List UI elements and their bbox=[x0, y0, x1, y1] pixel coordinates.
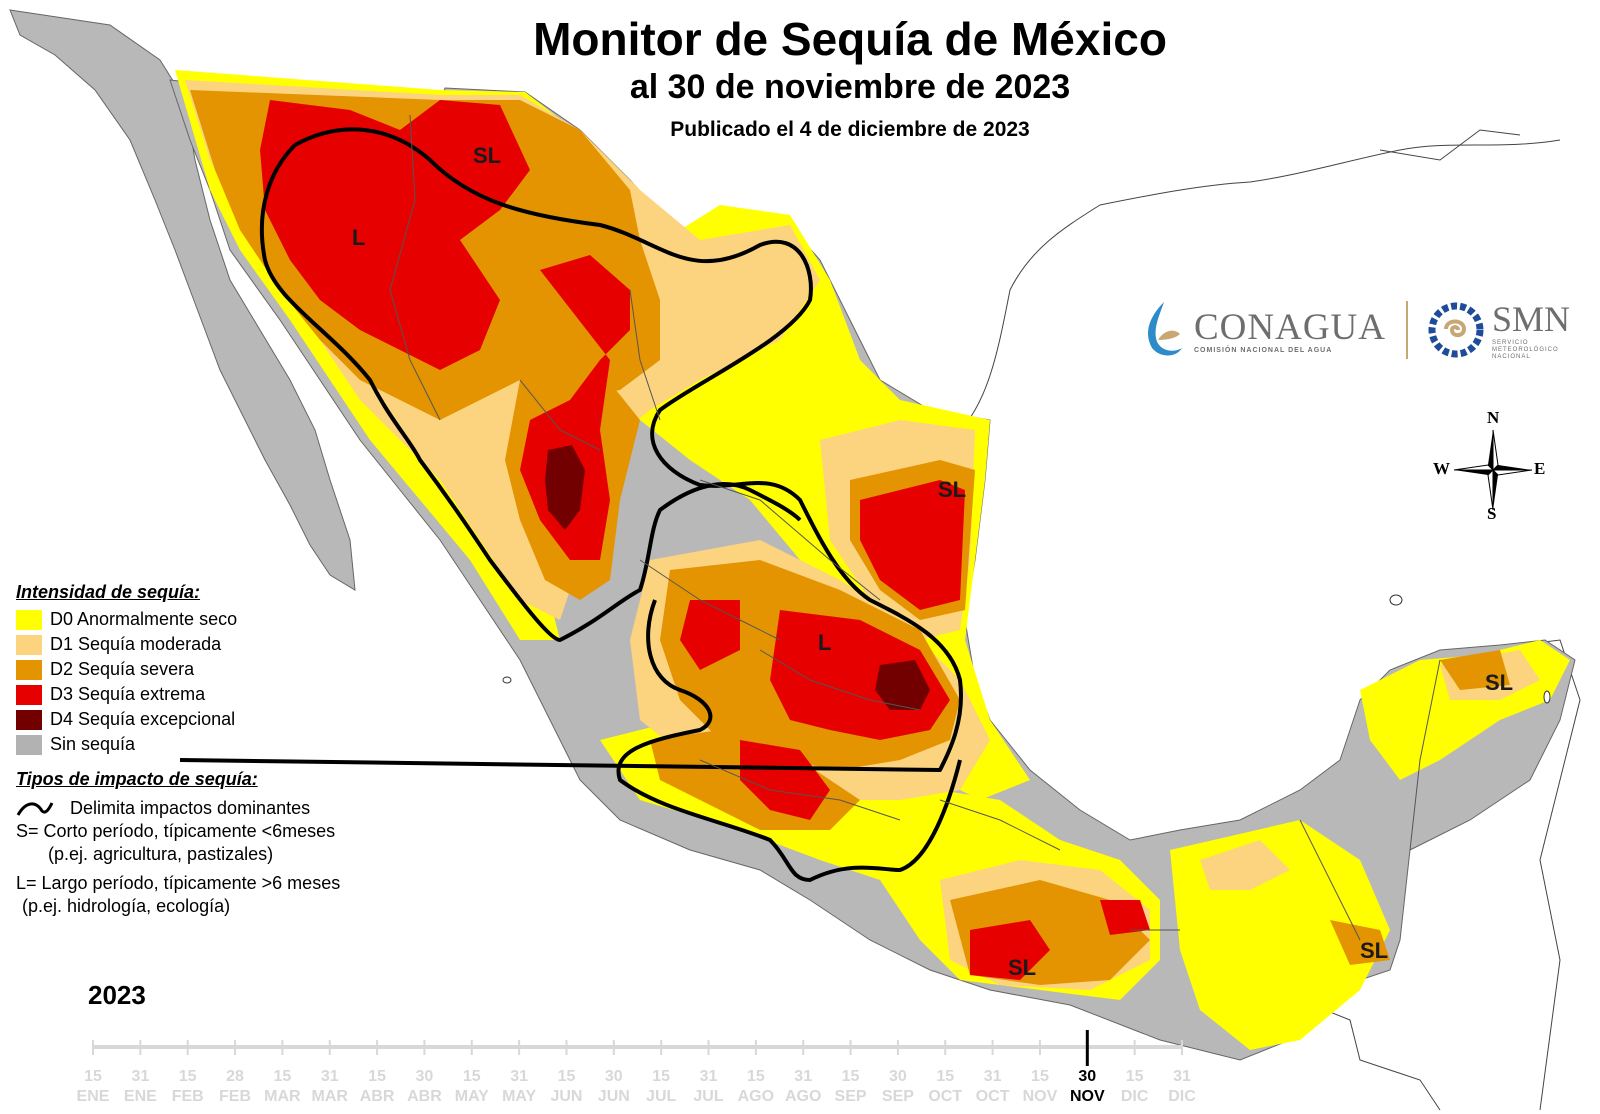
impact-short-example: (p.ej. agricultura, pastizales) bbox=[48, 844, 274, 864]
timeline-tick-label: 15 ABR bbox=[359, 1068, 395, 1105]
timeline-tick-label: 30 NOV bbox=[1069, 1068, 1105, 1105]
map-title: Monitor de Sequía de México bbox=[533, 13, 1167, 65]
drought-legend: Intensidad de sequía: D0 Anormalmente se… bbox=[16, 582, 237, 757]
impact-long-example: (p.ej. hidrología, ecología) bbox=[22, 896, 231, 916]
label-north-l: L bbox=[352, 225, 365, 250]
boundary-central bbox=[616, 599, 962, 882]
timeline-tick-label: 30 ABR bbox=[407, 1068, 442, 1105]
conagua-logo-icon bbox=[1148, 301, 1182, 355]
label-yucatan-sl: SL bbox=[1485, 670, 1513, 695]
timeline-year: 2023 bbox=[88, 980, 146, 1010]
legend-item-d4: D4 Sequía excepcional bbox=[16, 707, 237, 732]
legend-title: Intensidad de sequía: bbox=[16, 582, 201, 602]
timeline-tick-label: 15 OCT bbox=[928, 1068, 963, 1105]
state-borders bbox=[389, 114, 1441, 941]
impact-boundary-row: Delimita impactos dominantes bbox=[16, 797, 340, 820]
islands bbox=[502, 594, 1551, 704]
label-north-sl: SL bbox=[473, 143, 501, 168]
impact-long: L= Largo período, típicamente >6 meses bbox=[16, 873, 341, 893]
boundary-north-sl bbox=[179, 127, 963, 772]
impact-legend: Tipos de impacto de sequía: Delimita imp… bbox=[16, 768, 340, 918]
timeline-tick-label: 15 MAR bbox=[264, 1068, 301, 1105]
conagua-wordmark: CONAGUA bbox=[1194, 306, 1386, 348]
timeline-tick-label: 31 JUL bbox=[693, 1068, 724, 1105]
timeline-tick-label: 30 SEP bbox=[881, 1068, 914, 1105]
label-chiapas-sl: SL bbox=[1360, 938, 1388, 963]
timeline-tick-label: 31 MAY bbox=[502, 1068, 537, 1105]
timeline-tick-label: 31 MAR bbox=[311, 1068, 348, 1105]
baja-california bbox=[9, 9, 356, 591]
compass-star-icon bbox=[1453, 429, 1533, 511]
timeline-tick-label: 15 AGO bbox=[737, 1068, 775, 1105]
compass-s: S bbox=[1487, 504, 1497, 523]
label-northeast-sl: SL bbox=[938, 477, 966, 502]
impact-boundaries bbox=[179, 127, 963, 882]
legend-swatch bbox=[16, 659, 42, 680]
d4-exceptional-drought bbox=[545, 445, 930, 710]
timeline-tick-label: 15 JUL bbox=[646, 1068, 677, 1105]
timeline-tick-label: 30 JUN bbox=[597, 1068, 630, 1105]
timeline-tick-label: 31 DIC bbox=[1168, 1068, 1196, 1105]
impact-short: S= Corto período, típicamente <6meses bbox=[16, 821, 336, 841]
timeline-tick-label: 15 SEP bbox=[834, 1068, 867, 1105]
legend-swatch bbox=[16, 709, 42, 730]
timeline-tick-label: 15 MAY bbox=[454, 1068, 489, 1105]
agency-logos: CONAGUA COMISIÓN NACIONAL DEL AGUA SMN S… bbox=[1142, 298, 1570, 361]
compass-e: E bbox=[1534, 459, 1546, 478]
conagua-subtitle: COMISIÓN NACIONAL DEL AGUA bbox=[1194, 346, 1333, 354]
timeline-tick-label: 31 ENE bbox=[123, 1068, 157, 1105]
timeline-tick-label: 15 JUN bbox=[550, 1068, 583, 1105]
timeline-tick-label: 15 ENE bbox=[76, 1068, 110, 1105]
legend-swatch bbox=[16, 684, 42, 705]
timeline-tick-label: 31 OCT bbox=[975, 1068, 1010, 1105]
timeline-tick-label: 15 DIC bbox=[1120, 1068, 1149, 1105]
label-central-l: L bbox=[818, 630, 831, 655]
compass-w: W bbox=[1433, 459, 1450, 478]
timeline-tick-label: 15 FEB bbox=[171, 1068, 204, 1105]
timeline-tick-label: 31 AGO bbox=[784, 1068, 822, 1105]
logo-divider bbox=[1406, 300, 1408, 359]
timeline-tick-label: 28 FEB bbox=[219, 1068, 252, 1105]
legend-item-d3: D3 Sequía extrema bbox=[16, 682, 237, 707]
legend-item-none: Sin sequía bbox=[16, 732, 237, 757]
smn-wordmark: SMN bbox=[1492, 299, 1571, 339]
neighbor-coastlines bbox=[959, 129, 1581, 1111]
legend-item-d2: D2 Sequía severa bbox=[16, 657, 237, 682]
boundary-north-l bbox=[259, 143, 802, 642]
published-date: Publicado el 4 de diciembre de 2023 bbox=[670, 118, 1030, 141]
label-oaxaca-sl: SL bbox=[1008, 955, 1036, 980]
smn-logo-icon bbox=[1428, 302, 1484, 357]
legend-item-d0: D0 Anormalmente seco bbox=[16, 607, 237, 632]
timeline-tick-label: 15 NOV bbox=[1022, 1068, 1058, 1105]
compass-rose: N S W E bbox=[1433, 408, 1546, 523]
map-subtitle: al 30 de noviembre de 2023 bbox=[629, 68, 1071, 106]
boundary-line-icon bbox=[16, 801, 54, 816]
d3-extreme-drought bbox=[260, 100, 1150, 980]
legend-swatch bbox=[16, 634, 42, 655]
legend-swatch bbox=[16, 734, 42, 755]
legend-swatch bbox=[16, 609, 42, 630]
impact-title: Tipos de impacto de sequía: bbox=[16, 769, 258, 789]
legend-item-d1: D1 Sequía moderada bbox=[16, 632, 237, 657]
compass-n: N bbox=[1487, 408, 1500, 427]
